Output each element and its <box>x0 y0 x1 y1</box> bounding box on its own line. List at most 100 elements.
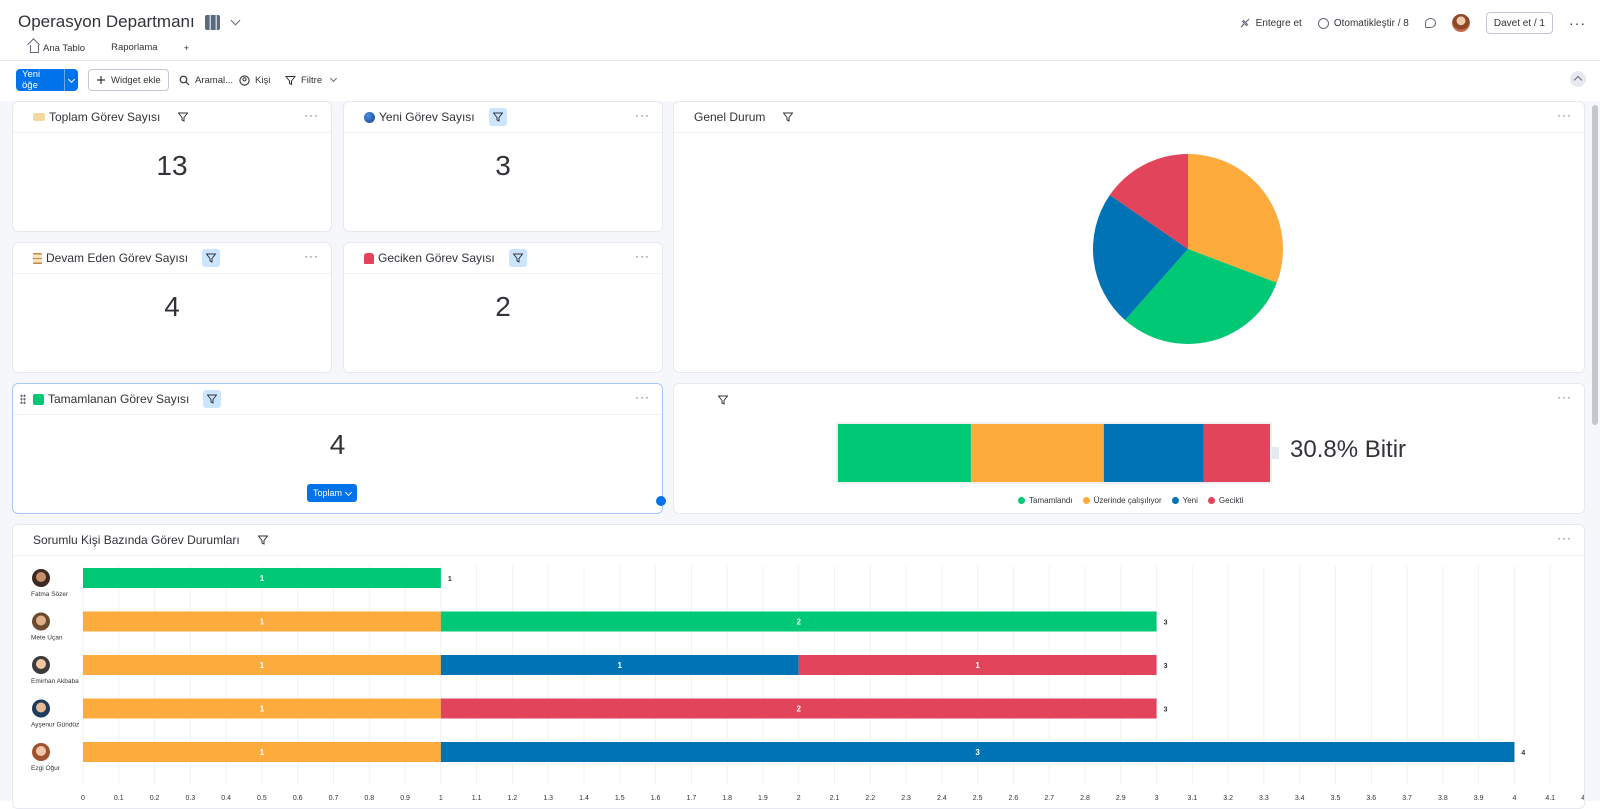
x-tick-label: 0.7 <box>329 795 339 802</box>
widget-battery[interactable]: ··· 30.8% Bitir Tamamlandı Üzerinde çalı… <box>673 383 1585 514</box>
pie-chart <box>1093 154 1283 344</box>
widget-title: Devam Eden Görev Sayısı <box>46 251 189 265</box>
pie-slice[interactable] <box>1109 154 1188 249</box>
resize-handle[interactable] <box>656 496 666 506</box>
x-tick-label: 0.9 <box>400 795 410 802</box>
bar-value-label: 1 <box>260 574 265 583</box>
person-avatar[interactable] <box>32 656 50 674</box>
new-item-dropdown[interactable] <box>64 69 78 91</box>
battery-segment[interactable] <box>1203 424 1270 482</box>
avatar-face <box>36 702 46 713</box>
widget-filter-icon[interactable] <box>203 390 222 408</box>
add-view-button[interactable]: + <box>174 40 200 63</box>
legend-item[interactable]: Tamamlandı <box>1018 496 1073 505</box>
widget-total-tasks[interactable]: Toplam Görev Sayısı ··· 13 <box>12 101 332 232</box>
widget-in-progress-tasks[interactable]: Devam Eden Görev Sayısı ··· 4 <box>12 242 332 373</box>
widget-menu-icon[interactable]: ··· <box>1557 531 1572 545</box>
chevron-down-icon <box>67 75 76 83</box>
legend-dot <box>1082 497 1090 504</box>
bar-segment[interactable] <box>440 698 1157 719</box>
chevron-down-icon[interactable] <box>330 74 338 83</box>
battery-segment[interactable] <box>838 424 971 482</box>
bar-segment[interactable] <box>798 655 1157 675</box>
x-tick-label: 3.6 <box>1366 795 1376 802</box>
bar-segment[interactable] <box>83 698 441 719</box>
legend-item[interactable]: Gecikti <box>1207 496 1243 505</box>
x-tick-label: 3.9 <box>1474 795 1484 802</box>
invite-label: Davet et / 1 <box>1493 17 1545 29</box>
person-avatar[interactable] <box>32 569 50 587</box>
bar-segment[interactable] <box>440 742 1515 762</box>
widget-filter-icon[interactable] <box>508 249 527 267</box>
battery-segment[interactable] <box>1103 424 1204 482</box>
x-tick-label: 2.7 <box>1044 795 1054 802</box>
person-icon <box>239 74 250 86</box>
widget-menu-icon[interactable]: ··· <box>635 108 650 122</box>
person-filter-button[interactable]: Kişi <box>232 69 277 91</box>
x-tick-label: 3.3 <box>1259 795 1269 802</box>
x-tick-label: 0.6 <box>293 795 303 802</box>
integrate-button[interactable]: Entegre et <box>1239 12 1302 34</box>
more-options-icon[interactable]: ··· <box>1569 15 1586 31</box>
user-avatar-button[interactable] <box>1451 12 1470 34</box>
widget-filter-icon[interactable] <box>174 108 192 126</box>
chevron-down-icon <box>344 488 353 496</box>
legend-item[interactable]: Üzerinde çalışılıyor <box>1082 496 1162 505</box>
widget-filter-icon[interactable] <box>488 108 507 126</box>
person-avatar[interactable] <box>32 743 50 761</box>
widget-menu-icon[interactable]: ··· <box>635 390 650 404</box>
widget-new-tasks[interactable]: Yeni Görev Sayısı ··· 3 <box>343 101 663 232</box>
widget-filter-icon[interactable] <box>254 531 272 549</box>
widget-menu-icon[interactable]: ··· <box>304 108 319 122</box>
page-scrollbar[interactable] <box>1592 105 1598 425</box>
bar-segment[interactable] <box>83 742 441 762</box>
widget-filter-icon[interactable] <box>714 391 732 409</box>
widget-title: Tamamlanan Görev Sayısı <box>48 392 190 406</box>
widget-header: Toplam Görev Sayısı <box>13 102 331 133</box>
widget-late-tasks[interactable]: Geciken Görev Sayısı ··· 2 <box>343 242 663 373</box>
battery-percentage: 30.8% Bitir <box>1290 436 1407 463</box>
x-tick-label: 0.1 <box>114 795 124 802</box>
invite-button[interactable]: Davet et / 1 <box>1485 12 1553 34</box>
sum-function-button[interactable]: Toplam <box>307 484 358 502</box>
widget-filter-icon[interactable] <box>202 249 221 267</box>
filter-button[interactable]: Filtre <box>278 69 347 91</box>
plus-icon <box>97 76 105 84</box>
bar-segment[interactable] <box>440 655 799 675</box>
x-tick-label: 2.3 <box>901 795 911 802</box>
collapse-header-button[interactable] <box>1570 71 1586 87</box>
board-title[interactable]: Operasyon Departmanı <box>18 12 243 32</box>
widget-menu-icon[interactable]: ··· <box>1557 390 1572 404</box>
widget-tasks-by-person[interactable]: Sorumlu Kişi Bazında Görev Durumları ···… <box>12 524 1585 809</box>
widget-title: Toplam Görev Sayısı <box>49 110 161 124</box>
tab-ana-tablo[interactable]: Ana Tablo <box>20 40 95 63</box>
tab-raporlama[interactable]: Raporlama <box>101 40 168 63</box>
new-item-button[interactable]: Yeni öğe <box>16 69 78 91</box>
chevron-down-icon[interactable] <box>230 15 241 26</box>
updates-button[interactable] <box>1424 12 1436 34</box>
pie-slice[interactable] <box>1125 249 1277 344</box>
x-tick-label: 1 <box>439 795 443 802</box>
automate-button[interactable]: Otomatikleştir / 8 <box>1317 12 1409 34</box>
bar-segment[interactable] <box>83 568 441 588</box>
add-widget-button[interactable]: Widget ekle <box>88 69 169 91</box>
bar-value-label: 1 <box>260 661 265 670</box>
legend-item[interactable]: Yeni <box>1171 496 1198 505</box>
person-avatar[interactable] <box>32 699 50 718</box>
bar-segment[interactable] <box>83 611 441 632</box>
widget-menu-icon[interactable]: ··· <box>1557 108 1572 122</box>
widget-menu-icon[interactable]: ··· <box>635 249 650 263</box>
battery-segment[interactable] <box>970 424 1104 482</box>
person-avatar[interactable] <box>32 612 50 631</box>
widget-menu-icon[interactable]: ··· <box>304 249 319 263</box>
search-button[interactable]: Aramal... <box>172 69 240 91</box>
widget-filter-icon[interactable] <box>779 108 797 126</box>
pie-slice[interactable] <box>1188 154 1283 283</box>
widget-general-status[interactable]: Genel Durum ··· <box>673 101 1585 373</box>
bar-segment[interactable] <box>83 655 441 675</box>
drag-handle-icon[interactable] <box>20 394 26 404</box>
bar-segment[interactable] <box>440 611 1157 632</box>
pie-slice[interactable] <box>1093 195 1188 321</box>
automate-label: Otomatikleştir / 8 <box>1333 17 1409 29</box>
widget-done-tasks[interactable]: Tamamlanan Görev Sayısı ··· 4 Toplam <box>12 383 663 514</box>
